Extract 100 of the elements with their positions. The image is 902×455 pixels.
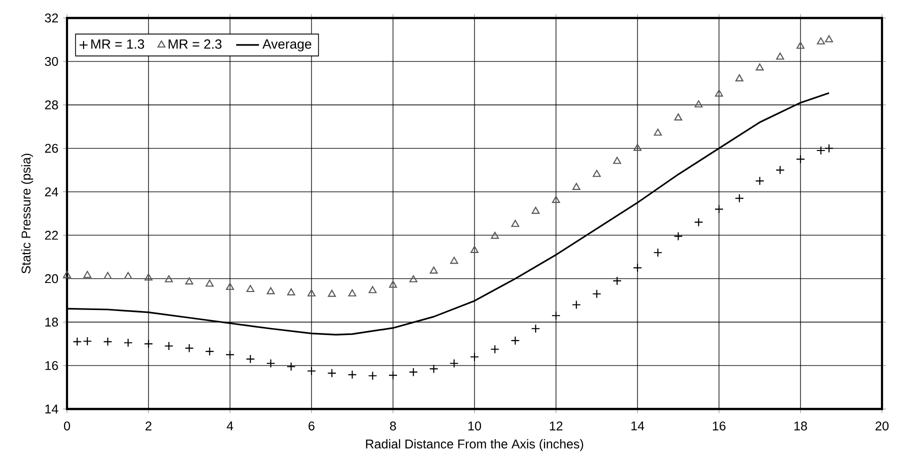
point <box>572 300 581 310</box>
y-tick-label: 16 <box>45 361 58 370</box>
point <box>430 266 438 274</box>
point <box>327 368 336 378</box>
point <box>714 204 724 214</box>
y-axis-title: Static Pressure (psia) <box>21 154 34 274</box>
point <box>83 270 92 278</box>
point <box>429 364 438 374</box>
point <box>308 289 316 296</box>
point <box>572 182 580 190</box>
point <box>164 341 174 351</box>
point <box>734 194 744 203</box>
point <box>206 280 214 287</box>
point <box>634 144 642 151</box>
y-tick-label: 18 <box>45 318 58 327</box>
point <box>246 354 255 364</box>
x-tick-label: 18 <box>794 421 808 430</box>
point <box>674 232 683 241</box>
point <box>490 232 499 239</box>
point <box>104 272 112 280</box>
point <box>306 366 316 376</box>
point <box>776 166 785 175</box>
point <box>124 272 132 280</box>
point <box>632 263 642 272</box>
point <box>532 206 540 214</box>
point <box>674 113 682 120</box>
point <box>287 288 296 296</box>
x-tick-label: 14 <box>631 421 644 430</box>
point <box>286 362 296 372</box>
point <box>551 311 561 320</box>
point <box>408 368 418 377</box>
point <box>225 350 235 360</box>
point <box>82 336 92 346</box>
x-tick-label: 8 <box>390 421 396 430</box>
x-tick-label: 4 <box>226 421 234 430</box>
point <box>328 290 336 297</box>
point <box>144 273 153 281</box>
legend-label: Average <box>262 39 312 52</box>
point <box>756 63 764 70</box>
y-tick-label: 22 <box>45 230 58 240</box>
point <box>266 358 276 368</box>
point <box>368 371 378 380</box>
point <box>205 346 214 356</box>
point <box>694 218 704 227</box>
point <box>824 144 834 153</box>
x-tick-label: 6 <box>308 421 314 430</box>
point <box>470 246 479 253</box>
y-tick-label: 30 <box>44 56 58 66</box>
point <box>124 338 133 348</box>
point <box>388 370 398 380</box>
point <box>776 52 784 60</box>
point <box>531 324 540 334</box>
x-tick-label: 0 <box>64 421 70 430</box>
point <box>735 74 744 82</box>
point <box>592 170 601 177</box>
point <box>796 154 806 164</box>
x-tick-label: 2 <box>146 421 152 430</box>
point <box>612 276 622 286</box>
point <box>72 337 82 346</box>
point <box>715 89 724 97</box>
point <box>368 286 377 294</box>
point <box>470 352 480 362</box>
legend-label: MR = 2.3 <box>168 39 222 49</box>
legend-label: MR = 1.3 <box>91 39 144 49</box>
point <box>613 156 622 164</box>
point <box>825 35 834 42</box>
point <box>63 270 72 278</box>
point <box>184 344 194 353</box>
y-tick-label: 28 <box>45 100 58 110</box>
point <box>592 289 602 298</box>
point <box>755 176 764 186</box>
x-tick-label: 12 <box>550 421 562 430</box>
x-tick-label: 10 <box>468 421 482 430</box>
point <box>144 339 154 348</box>
point <box>450 256 458 264</box>
point <box>103 337 112 346</box>
point <box>185 277 194 284</box>
x-axis-title: Radial Distance From the Axis (inches) <box>366 439 584 451</box>
x-tick-label: 16 <box>712 421 726 430</box>
point <box>694 100 703 108</box>
point <box>511 220 520 227</box>
point <box>510 336 520 346</box>
point <box>653 248 662 258</box>
point <box>389 280 398 288</box>
point <box>796 42 805 49</box>
point <box>348 289 356 296</box>
point <box>246 284 254 292</box>
point <box>164 275 173 282</box>
x-tick-label: 20 <box>876 421 889 430</box>
point <box>348 370 357 380</box>
y-tick-label: 20 <box>45 274 58 284</box>
y-tick-label: 26 <box>45 144 58 153</box>
point <box>654 128 662 136</box>
y-tick-label: 14 <box>45 404 58 414</box>
point <box>450 358 459 368</box>
point <box>226 282 234 290</box>
point <box>490 344 500 354</box>
point <box>552 196 560 203</box>
point <box>816 37 825 44</box>
point <box>409 275 418 282</box>
